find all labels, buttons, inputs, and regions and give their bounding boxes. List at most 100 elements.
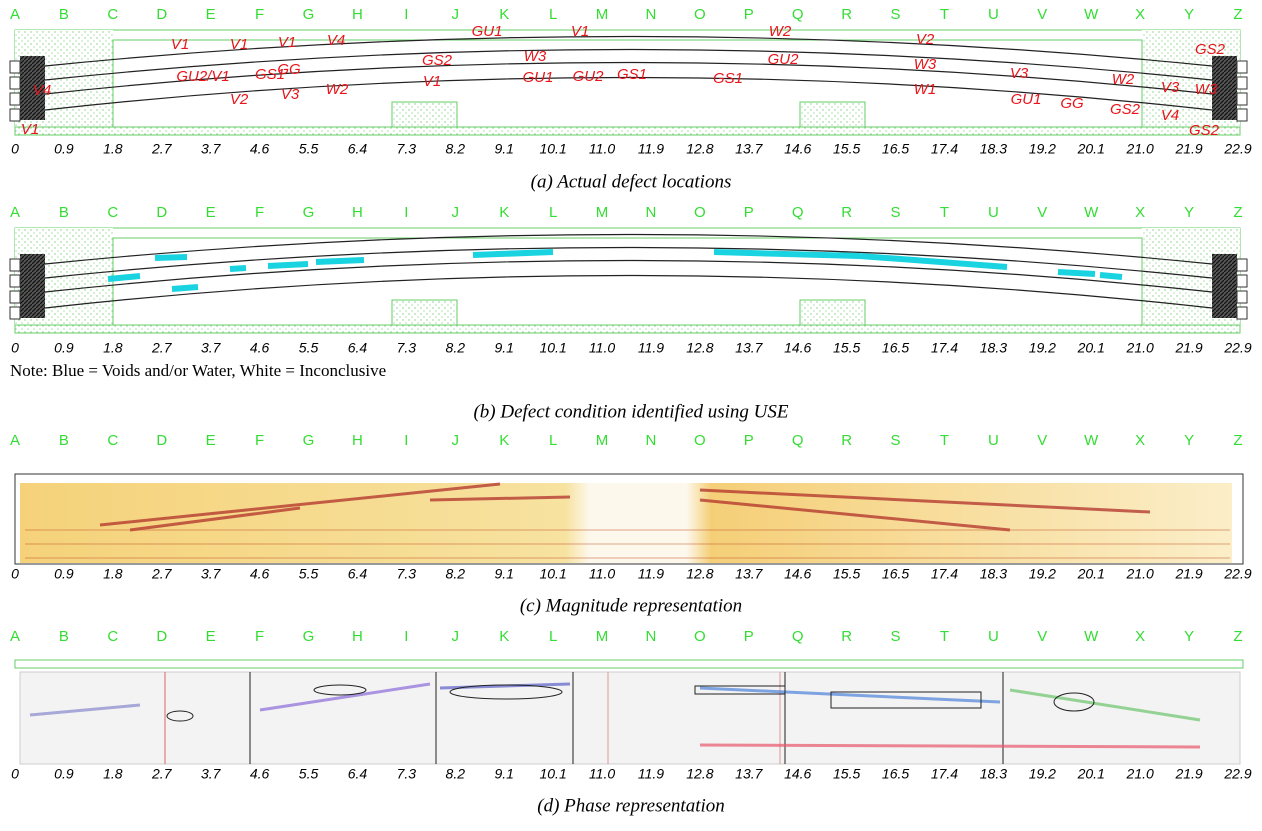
distance-label: 6.4: [348, 766, 368, 782]
column-letter: S: [891, 204, 901, 221]
distance-label: 9.1: [494, 566, 513, 582]
column-letter: L: [549, 432, 557, 449]
end-block-left: [20, 56, 45, 120]
distance-label: 4.6: [250, 566, 270, 582]
column-letter: S: [891, 6, 901, 23]
column-letter: Z: [1233, 204, 1242, 221]
distance-label: 6.4: [348, 141, 368, 157]
distance-label: 20.1: [1077, 340, 1105, 356]
column-letter: C: [107, 432, 118, 449]
defect-label: V3: [1161, 79, 1180, 96]
magnitude-streak: [699, 498, 1011, 532]
distance-label: 22.9: [1223, 566, 1251, 582]
column-letter: F: [255, 204, 264, 221]
distance-label: 18.3: [980, 766, 1007, 782]
column-letter: D: [156, 204, 167, 221]
void-marker: [229, 265, 247, 272]
column-letter: Z: [1233, 6, 1242, 23]
defect-label: GU1: [523, 69, 554, 86]
column-letter: Q: [792, 432, 804, 449]
distance-label: 10.1: [539, 566, 566, 582]
distance-label: 13.7: [735, 566, 763, 582]
magnitude-streak: [429, 495, 571, 502]
phase-streak: [699, 743, 1201, 749]
anchor: [1236, 60, 1248, 74]
column-letter: D: [156, 432, 167, 449]
defect-label: GS2: [1189, 122, 1220, 139]
tendon: [44, 35, 1213, 67]
phase-streak: [259, 682, 431, 712]
defect-label: V2: [916, 31, 935, 48]
distance-label: 17.4: [931, 141, 958, 157]
column-letter: A: [10, 6, 20, 23]
distance-label: 19.2: [1029, 340, 1056, 356]
distance-label: 11.9: [638, 766, 664, 782]
distance-label: 16.5: [882, 141, 909, 157]
column-letter: K: [499, 432, 509, 449]
distance-label: 9.1: [494, 766, 513, 782]
distance-label: 17.4: [931, 566, 958, 582]
column-letter: X: [1135, 432, 1145, 449]
distance-label: 10.1: [539, 340, 566, 356]
distance-label: 22.9: [1223, 766, 1251, 782]
defect-label: V1: [230, 36, 248, 53]
distance-label: 7.3: [397, 141, 417, 157]
distance-label: 7.3: [397, 766, 417, 782]
column-letter: E: [206, 204, 216, 221]
defect-label: V1: [423, 73, 441, 90]
column-letter: I: [404, 628, 408, 645]
column-letter: F: [255, 628, 264, 645]
distance-label: 11.0: [589, 141, 615, 157]
column-letter: W: [1084, 628, 1099, 645]
defect-label: V1: [571, 23, 589, 40]
column-letter: U: [988, 628, 999, 645]
distance-label: 0: [11, 566, 19, 582]
column-letter: E: [206, 628, 216, 645]
phase-streak: [699, 686, 1001, 704]
column-letter: J: [452, 204, 460, 221]
column-letter: X: [1135, 628, 1145, 645]
distance-label: 21.9: [1174, 566, 1202, 582]
defect-label: GS1: [617, 66, 647, 83]
distance-label: 22.9: [1223, 141, 1251, 157]
tendon: [44, 274, 1213, 309]
distance-label: 3.7: [201, 340, 222, 356]
anchor: [1236, 108, 1248, 122]
defect-label: W3: [914, 56, 937, 73]
column-letter: H: [352, 6, 363, 23]
anchor: [9, 108, 21, 122]
column-letter: V: [1037, 204, 1047, 221]
distance-label: 2.7: [151, 766, 173, 782]
magnitude-streak: [99, 482, 501, 527]
column-letter: A: [10, 628, 20, 645]
distance-label: 19.2: [1029, 766, 1056, 782]
end-block-right: [1212, 56, 1237, 120]
column-letter: O: [694, 204, 706, 221]
distance-label: 15.5: [833, 141, 860, 157]
column-letter: K: [499, 628, 509, 645]
distance-label: 16.5: [882, 566, 909, 582]
column-letter: Y: [1184, 432, 1194, 449]
distance-label: 0.9: [54, 141, 74, 157]
column-letter: X: [1135, 204, 1145, 221]
column-letter: J: [452, 6, 460, 23]
defect-label: W3: [524, 48, 547, 65]
phase-ellipse: [449, 684, 563, 700]
column-letter: Q: [792, 204, 804, 221]
distance-label: 20.1: [1077, 566, 1105, 582]
column-letter: R: [841, 204, 852, 221]
column-letter: H: [352, 432, 363, 449]
defect-label: GG: [1060, 95, 1084, 112]
column-letter: T: [940, 432, 949, 449]
anchor: [1236, 306, 1248, 320]
defect-label: GU1: [472, 23, 503, 40]
distance-label: 11.9: [638, 566, 664, 582]
deck-void: [112, 237, 1143, 326]
phase-box: [694, 685, 786, 695]
column-letter: K: [499, 6, 509, 23]
distance-label: 21.9: [1174, 766, 1202, 782]
column-letter: L: [549, 628, 557, 645]
column-letter: U: [988, 204, 999, 221]
column-letter: V: [1037, 432, 1047, 449]
defect-label: W3: [1195, 81, 1218, 98]
